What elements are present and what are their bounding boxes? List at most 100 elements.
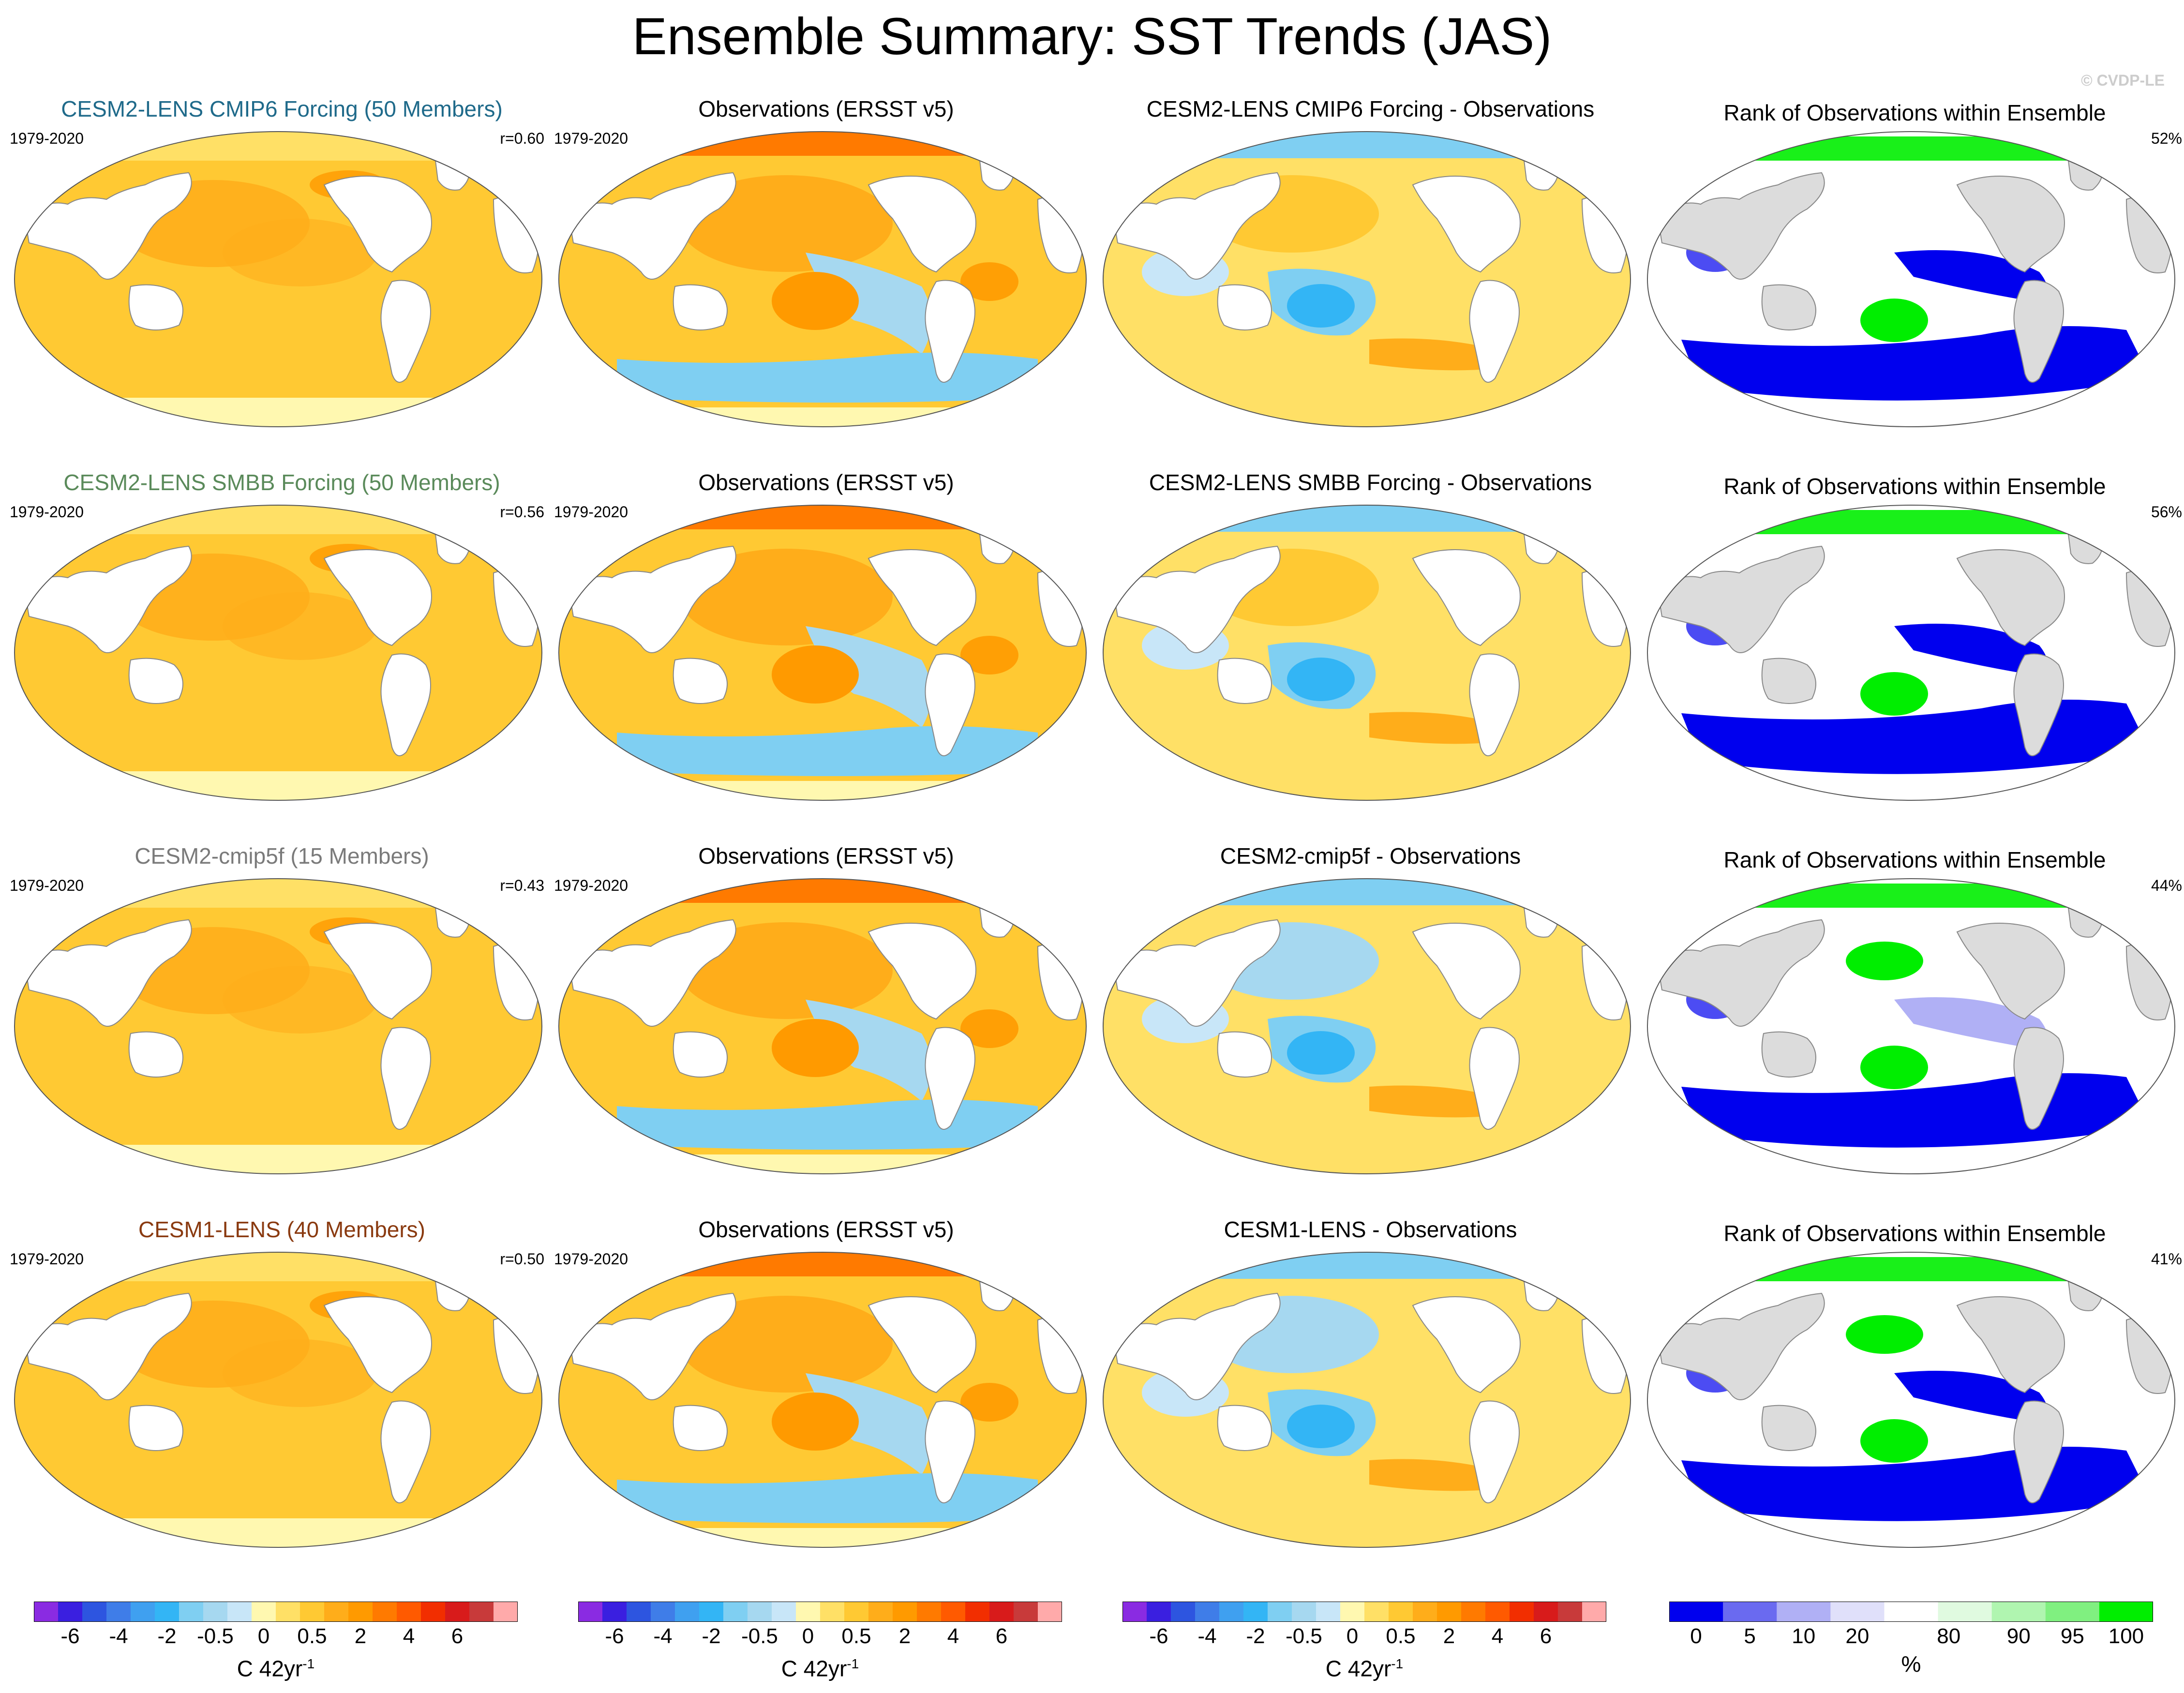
observations-panel-title: Observations (ERSST v5) xyxy=(698,843,954,869)
continent-outline xyxy=(925,1027,975,1130)
colorbar-swatch xyxy=(1171,1602,1196,1622)
continent-outline xyxy=(128,658,183,704)
continent-outline xyxy=(380,1027,431,1130)
continent-outline xyxy=(1956,176,2065,273)
continent-outline xyxy=(380,1400,431,1503)
rank-map xyxy=(1647,878,2175,1174)
model-panel-title: CESM2-cmip5f (15 Members) xyxy=(135,843,429,869)
continent-outline xyxy=(23,545,192,653)
continent-outline xyxy=(128,284,183,330)
colorbar-swatch xyxy=(578,1602,603,1622)
period-label: 1979-2020 xyxy=(10,503,84,521)
continent-outline xyxy=(1112,919,1281,1027)
colorbar-swatch xyxy=(820,1602,845,1622)
rank-panel-row-4: Rank of Observations within Ensemble 41% xyxy=(1643,1121,2184,1548)
continent-outline xyxy=(1217,284,1272,330)
continent-outline xyxy=(1112,545,1281,653)
colorbar-tick-label: -2 xyxy=(1246,1624,1265,1648)
colorbar-swatch xyxy=(1558,1602,1583,1622)
continent-outline xyxy=(2013,1400,2064,1503)
colorbar-tick-label: 5 xyxy=(1744,1624,1756,1648)
rank-panel-title: Rank of Observations within Ensemble xyxy=(1723,847,2106,872)
continent-outline xyxy=(1761,1405,1816,1451)
rank-percent: 52% xyxy=(2151,130,2182,147)
observations-panel-title: Observations (ERSST v5) xyxy=(698,470,954,495)
pattern-correlation: r=0.60 xyxy=(500,130,544,147)
colorbar-swatch xyxy=(723,1602,748,1622)
colorbar-swatch xyxy=(421,1602,446,1622)
continent-outline xyxy=(868,923,976,1020)
colorbar-swatch xyxy=(1510,1602,1534,1622)
colorbar-tick-label: 95 xyxy=(2060,1624,2084,1648)
colorbar-label: C 42yr-1 xyxy=(1325,1656,1404,1681)
continent-outline xyxy=(1761,658,1816,704)
obs-panel-row-1: Observations (ERSST v5) 1979-2020 xyxy=(554,0,1098,427)
colorbar-swatch xyxy=(1147,1602,1171,1622)
continent-outline xyxy=(1412,176,1521,273)
model-panel-title: CESM1-LENS (40 Members) xyxy=(138,1217,426,1242)
period-label: 1979-2020 xyxy=(554,1250,628,1268)
diff-panel-row-3: CESM2-cmip5f - Observations xyxy=(1098,747,1643,1174)
model-panel-title: CESM2-LENS CMIP6 Forcing (50 Members) xyxy=(61,96,503,121)
continent-outline xyxy=(1112,1292,1281,1400)
continent-outline xyxy=(1469,1027,1520,1130)
continent-outline xyxy=(568,919,736,1027)
obs-map xyxy=(558,1252,1087,1548)
continent-outline xyxy=(1217,1405,1272,1451)
colorbar-swatch xyxy=(602,1602,627,1622)
continent-outline xyxy=(673,1405,728,1451)
continent-outline xyxy=(868,176,976,273)
diff-panel-row-1: CESM2-LENS CMIP6 Forcing - Observations xyxy=(1098,0,1643,427)
continent-outline xyxy=(1469,1400,1520,1503)
difference-panel-title: CESM2-LENS SMBB Forcing - Observations xyxy=(1149,470,1592,495)
continent-outline xyxy=(23,919,192,1027)
continent-outline xyxy=(1761,284,1816,330)
rank-colorbar xyxy=(1669,1602,2153,1622)
colorbar-swatch xyxy=(1389,1602,1413,1622)
continent-outline xyxy=(673,1031,728,1078)
colorbar-swatch xyxy=(699,1602,724,1622)
continent-outline xyxy=(1412,923,1521,1020)
diff-panel-row-4: CESM1-LENS - Observations xyxy=(1098,1121,1643,1548)
model-panel-row-4: CESM1-LENS (40 Members) 1979-2020 r=0.50 xyxy=(10,1121,554,1548)
obs-panel-row-3: Observations (ERSST v5) 1979-2020 xyxy=(554,747,1098,1174)
colorbar-swatch xyxy=(651,1602,675,1622)
rank-map xyxy=(1647,505,2175,801)
colorbar-swatch xyxy=(155,1602,180,1622)
colorbar-tick-label: -6 xyxy=(60,1624,80,1648)
colorbar-swatch xyxy=(131,1602,155,1622)
continent-outline xyxy=(868,549,976,646)
continent-outline xyxy=(1217,658,1272,704)
colorbar-swatch xyxy=(675,1602,700,1622)
obs-panel-row-2: Observations (ERSST v5) 1979-2020 xyxy=(554,374,1098,801)
obs-map xyxy=(558,131,1087,427)
continent-outline xyxy=(1469,653,1520,756)
diff-map xyxy=(1103,1252,1631,1548)
model-map xyxy=(14,878,542,1174)
continent-outline xyxy=(568,1292,736,1400)
colorbar-swatch xyxy=(796,1602,821,1622)
colorbar-swatch xyxy=(844,1602,869,1622)
colorbar-tick-label: 0.5 xyxy=(297,1624,327,1648)
continent-outline xyxy=(1656,1292,1825,1400)
diff-panel-row-2: CESM2-LENS SMBB Forcing - Observations xyxy=(1098,374,1643,801)
rank-percent: 56% xyxy=(2151,503,2182,521)
continent-outline xyxy=(568,545,736,653)
continent-outline xyxy=(23,1292,192,1400)
continent-outline xyxy=(1412,549,1521,646)
colorbar-swatch xyxy=(1316,1602,1341,1622)
continent-outline xyxy=(128,1405,183,1451)
continent-outline xyxy=(1656,919,1825,1027)
continent-outline xyxy=(1656,172,1825,280)
pattern-correlation: r=0.56 xyxy=(500,503,544,521)
obs-map xyxy=(558,505,1087,801)
continent-outline xyxy=(323,923,432,1020)
colorbar-swatch xyxy=(2099,1602,2153,1622)
colorbar-swatch xyxy=(252,1602,276,1622)
colorbar-tick-label: -0.5 xyxy=(1286,1624,1322,1648)
continent-outline xyxy=(323,549,432,646)
model-panel-row-1: CESM2-LENS CMIP6 Forcing (50 Members) 197… xyxy=(10,0,554,427)
colorbar-tick-label: -4 xyxy=(1197,1624,1217,1648)
continent-outline xyxy=(925,280,975,383)
rank-panel-title: Rank of Observations within Ensemble xyxy=(1723,1221,2106,1246)
